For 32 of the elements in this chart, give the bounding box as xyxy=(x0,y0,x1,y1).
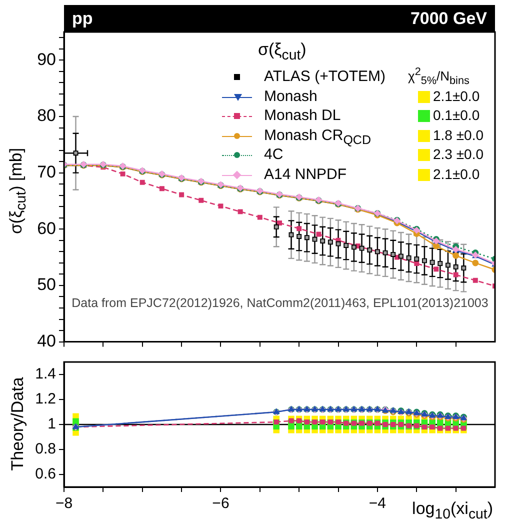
legend-title: σ(ξ$_{cut}$) xyxy=(258,40,306,64)
y-tick-label: 40 xyxy=(37,331,56,350)
legend-label: 4C xyxy=(264,146,284,163)
annotation: Data from EPJC72(2012)1926, NatComm2(2011)463, EPL101(2013)21003 xyxy=(72,296,488,310)
x-tick-label: −6 xyxy=(212,495,230,512)
x-tick-label: −8 xyxy=(55,495,73,512)
annotation: 1.8 ±0.0 xyxy=(433,126,484,142)
y-tick-label: 50 xyxy=(37,275,56,294)
y-tick-label: 0.8 xyxy=(35,440,56,458)
y-tick-label: 70 xyxy=(37,162,56,182)
annotation: 2.3 ±0.0 xyxy=(433,146,484,162)
annotation: 0.1±0.0 xyxy=(433,107,480,123)
legend-label: A14 NNPDF xyxy=(264,166,347,182)
y-axis-title: Theory/Data xyxy=(8,376,28,470)
legend-label: ATLAS (+TOTEM) xyxy=(264,68,386,85)
y-tick-label: 60 xyxy=(37,218,56,238)
x-axis-title: log$_{10}$(xi$_{cut}$) xyxy=(412,499,493,522)
chart-subtitle: 7000 GeV xyxy=(410,9,487,29)
y-tick-label: 80 xyxy=(37,106,56,126)
y-tick-label: 90 xyxy=(37,50,56,69)
y-tick-label: 1 xyxy=(48,416,56,433)
chart-title: pp xyxy=(72,9,93,29)
legend-label: Monash xyxy=(264,88,318,104)
annotation: 2.1±0.0 xyxy=(433,166,480,182)
x-tick-label: −4 xyxy=(368,495,386,512)
legend-label: Monash DL xyxy=(264,107,341,124)
y-tick-label: 0.6 xyxy=(35,466,56,483)
annotation: 2.1±0.0 xyxy=(433,88,480,104)
y-tick-label: 1.4 xyxy=(35,366,56,383)
annotation: χ$^{2}$$_{5%}$/N$_{bins}$ xyxy=(408,66,470,87)
y-tick-label: 1.2 xyxy=(35,390,56,408)
legend-label: Monash CR$_{QCD}$ xyxy=(264,126,371,146)
